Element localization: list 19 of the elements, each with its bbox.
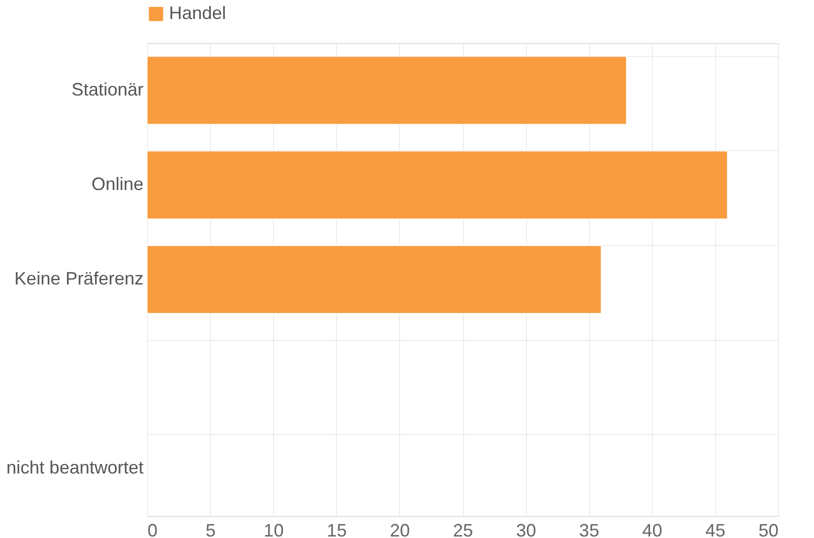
x-tick-label: 0 — [148, 520, 158, 538]
x-tick-label: 40 — [642, 520, 662, 538]
bar — [146, 150, 728, 220]
y-tick-label: Online — [91, 174, 144, 194]
x-tick-label: 25 — [452, 520, 474, 538]
x-tick-label: 45 — [705, 520, 726, 538]
x-tick-label: 10 — [264, 520, 284, 538]
x-tick-label: 15 — [326, 520, 347, 538]
y-tick-label: Keine Präferenz — [14, 268, 144, 288]
y-tick-label: Stationär — [71, 79, 144, 100]
bar — [146, 56, 628, 125]
y-tick-label: nicht beantwortet — [6, 458, 144, 478]
x-tick-label: 30 — [516, 520, 536, 538]
x-tick-label: 5 — [206, 520, 216, 538]
bar — [146, 244, 602, 314]
x-tick-label: 20 — [390, 520, 410, 538]
x-tick-label: 35 — [579, 520, 600, 538]
x-tick-label: 50 — [758, 520, 778, 538]
legend-label: Handel — [169, 3, 226, 23]
